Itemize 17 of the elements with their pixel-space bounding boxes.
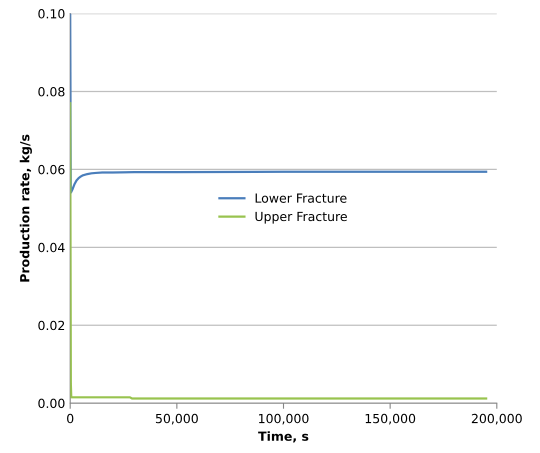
y-tick-label: 0.04 (38, 242, 65, 252)
y-tick-label: 0.06 (38, 164, 65, 174)
y-tick-label: 0.02 (38, 320, 64, 330)
x-tick-label: 0 (67, 414, 74, 424)
y-tick-label: 0.00 (38, 398, 65, 408)
line-series (70, 102, 488, 400)
x-tick-label: 50,000 (156, 414, 198, 425)
y-tick-label: 0.08 (38, 86, 64, 96)
y-axis-title: Production rate, kg/s (20, 134, 32, 282)
y-tick-label: 0.10 (38, 9, 65, 19)
legend-label: Upper Fracture (256, 212, 347, 224)
x-tick-label: 150,000 (366, 414, 416, 425)
x-tick-label: 200,000 (472, 414, 522, 425)
x-axis-title: Time, s (258, 431, 308, 443)
legend-label: Lower Fracture (256, 194, 347, 203)
line-series (70, 14, 488, 194)
x-tick-label: 100,000 (259, 414, 309, 425)
